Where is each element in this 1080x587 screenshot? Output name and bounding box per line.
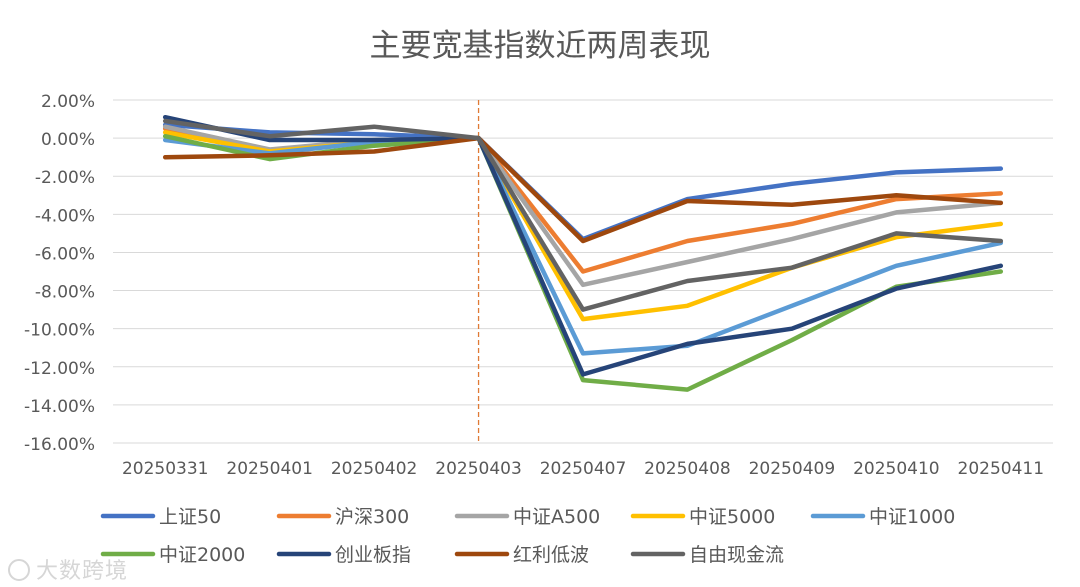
chart-title: 主要宽基指数近两周表现	[370, 28, 711, 64]
series-line-5	[162, 135, 1004, 356]
y-tick-label: -14.00%	[24, 397, 95, 417]
legend: 上证50 沪深300 中证A500 中证5000 中证1000 中证2000 创业板指 红利低…	[100, 506, 955, 566]
series-lines	[162, 114, 1004, 392]
x-tick-label: 20250402	[331, 459, 418, 479]
legend-label: 创业板指	[335, 544, 411, 566]
x-axis-tick-labels: 20250331 20250401 20250402 20250403 20250407…	[122, 459, 1044, 479]
legend-label: 自由现金流	[689, 544, 784, 566]
y-tick-label: -10.00%	[24, 321, 95, 341]
legend-label: 中证1000	[869, 506, 955, 528]
x-tick-label: 20250403	[435, 459, 522, 479]
legend-label: 上证50	[159, 506, 221, 528]
y-tick-label: -16.00%	[24, 435, 95, 455]
x-tick-label: 20250408	[644, 459, 731, 479]
legend-label: 沪深300	[335, 506, 409, 528]
x-tick-label: 20250411	[958, 459, 1045, 479]
y-tick-label: -12.00%	[24, 359, 95, 379]
x-tick-label: 20250331	[122, 459, 209, 479]
y-tick-label: 2.00%	[41, 92, 95, 112]
series-line-8	[162, 135, 1004, 244]
y-tick-label: 0.00%	[41, 130, 95, 150]
x-tick-label: 20250409	[749, 459, 836, 479]
y-tick-label: -4.00%	[35, 206, 95, 226]
y-tick-label: -2.00%	[35, 168, 95, 188]
legend-label: 中证5000	[689, 506, 775, 528]
x-tick-label: 20250410	[853, 459, 940, 479]
y-tick-label: -6.00%	[35, 244, 95, 264]
series-line-9	[162, 118, 1004, 312]
y-tick-label: -8.00%	[35, 283, 95, 303]
series-line-4	[162, 130, 1004, 322]
x-tick-label: 20250407	[540, 459, 627, 479]
y-axis-tick-labels: 2.00% 0.00% -2.00% -4.00% -6.00% -8.00% -10.00…	[24, 92, 95, 455]
x-tick-label: 20250401	[226, 459, 313, 479]
legend-label: 中证2000	[159, 544, 245, 566]
series-line-7	[162, 114, 1004, 377]
legend-label: 红利低波	[513, 544, 589, 566]
legend-label: 中证A500	[513, 506, 600, 528]
